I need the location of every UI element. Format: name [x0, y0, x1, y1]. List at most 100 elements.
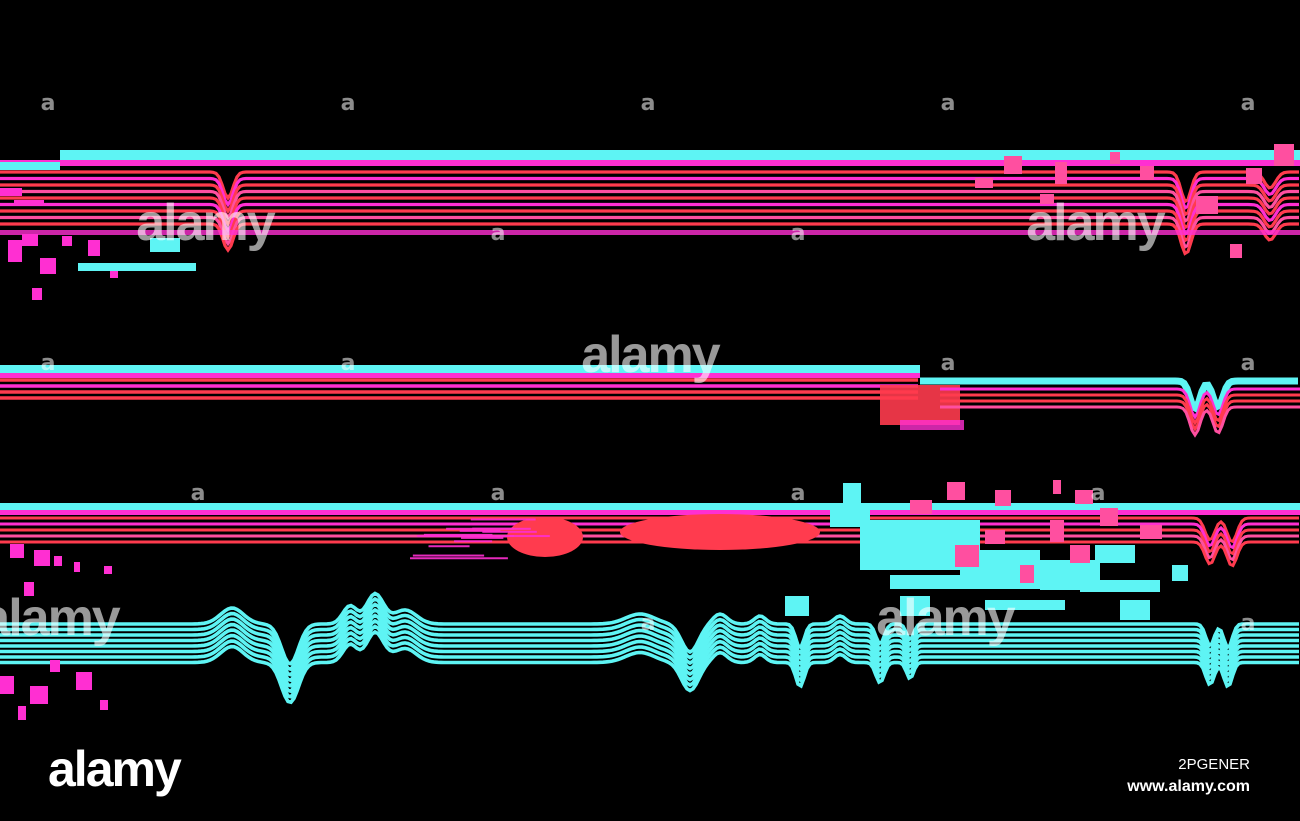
stock-image-id: 2PGENER: [1178, 756, 1250, 773]
watermark-word: alamy: [0, 589, 121, 647]
watermark-mark: a: [641, 91, 656, 116]
magenta-scanline: [482, 530, 537, 533]
cyan-wave-line: [0, 624, 1299, 699]
watermark-mark: a: [491, 221, 506, 246]
cyan-glitch-block: [785, 596, 809, 616]
pink-glitch-block: [995, 490, 1011, 506]
cyan-streak: [0, 162, 60, 170]
watermark-mark: a: [791, 221, 806, 246]
pink-glitch-block: [1020, 565, 1034, 583]
cyan-wave-line: [0, 596, 1299, 672]
cyan-wave-line: [0, 591, 1299, 666]
cyan-streak: [0, 503, 1300, 510]
magenta-glitch-block: [0, 676, 14, 694]
magenta-glitch-block: [110, 270, 118, 278]
magenta-scanline: [423, 533, 493, 536]
watermark-mark: a: [641, 611, 656, 636]
magenta-glitch-block: [88, 240, 100, 256]
pink-glitch-block: [947, 482, 965, 500]
magenta-glitch-block: [18, 706, 26, 720]
magenta-scanline: [472, 527, 515, 530]
magenta-glitch-block: [50, 660, 60, 672]
magenta-streak: [0, 160, 1300, 166]
cyan-glitch-block: [900, 596, 930, 616]
cyan-glitch-block: [1080, 580, 1160, 592]
red-magenta-line: [940, 387, 1300, 420]
pink-glitch-block: [1274, 144, 1294, 166]
magenta-streak: [0, 373, 920, 378]
red-magenta-line: [0, 222, 1299, 256]
pink-glitch-block: [1246, 168, 1262, 184]
pink-glitch-block: [1196, 196, 1218, 214]
watermark-mark: a: [191, 481, 206, 506]
magenta-glitch-block: [14, 200, 44, 206]
watermark-mark: a: [791, 481, 806, 506]
cyan-wave: [920, 377, 1298, 414]
cyan-streak: [78, 263, 196, 271]
red-smear: [880, 385, 960, 425]
pink-glitch-block: [1040, 194, 1054, 204]
pink-glitch-block: [985, 530, 1005, 544]
red-magenta-line: [940, 405, 1300, 438]
red-smear: [620, 514, 820, 550]
pink-glitch-block: [1100, 508, 1118, 526]
magenta-glitch-block: [40, 258, 56, 274]
pink-glitch-block: [1140, 166, 1154, 180]
pink-glitch-block: [955, 545, 979, 567]
cyan-wave-line: [0, 629, 1299, 705]
watermark-mark: a: [41, 351, 56, 376]
magenta-scanline: [428, 545, 470, 548]
red-magenta-line: [0, 183, 1299, 217]
watermark-word: alamy: [876, 589, 1016, 647]
cyan-glitch-block: [985, 600, 1065, 610]
cyan-glitch-block: [1120, 600, 1150, 620]
magenta-scanline: [412, 554, 485, 557]
watermark-mark: a: [1091, 481, 1106, 506]
cyan-glitch-block: [150, 238, 180, 252]
pink-glitch-block: [1075, 490, 1093, 504]
magenta-glitch-block: [10, 544, 24, 558]
cyan-glitch-block: [843, 483, 861, 505]
magenta-glitch-block: [22, 234, 38, 246]
cyan-streak: [0, 365, 920, 373]
watermark-word: alamy: [136, 194, 276, 252]
pink-glitch-block: [1055, 162, 1067, 184]
watermark-pattern: a a a a a a a a a a a a a a a a a alamy alamy alamy alamy ala…: [0, 91, 1255, 647]
magenta-dotted-strip: [0, 230, 1300, 235]
cyan-glitch-block: [1172, 565, 1188, 581]
red-magenta-line: [0, 189, 1299, 224]
cyan-glitch-block: [830, 505, 870, 527]
cyan-glitch-block: [1095, 545, 1135, 563]
watermark-word: alamy: [1026, 194, 1166, 252]
magenta-scanline: [417, 534, 514, 537]
red-magenta-line: [940, 399, 1300, 432]
magenta-smear: [900, 420, 964, 430]
watermark-mark: a: [491, 481, 506, 506]
pink-glitch-block: [1230, 244, 1242, 258]
cyan-wave-line: [0, 613, 1299, 688]
magenta-glitch-block: [62, 236, 72, 246]
magenta-glitch-block: [54, 556, 62, 566]
watermark-mark: a: [941, 351, 956, 376]
pink-glitch-block: [1070, 545, 1090, 563]
watermark-word: alamy: [581, 326, 721, 384]
pink-glitch-block: [975, 178, 993, 188]
magenta-glitch-block: [74, 562, 80, 572]
magenta-streak: [0, 510, 1300, 515]
stock-site-url: www.alamy.com: [1127, 778, 1250, 795]
pink-glitch-block: [1140, 525, 1162, 539]
alamy-logo: alamy: [48, 741, 182, 797]
magenta-scanline: [459, 529, 501, 532]
magenta-scanline: [410, 557, 508, 560]
red-magenta-line: [0, 215, 1299, 250]
watermark-mark: a: [341, 91, 356, 116]
magenta-glitch-block: [30, 686, 48, 704]
magenta-glitch-block: [104, 566, 112, 574]
pink-glitch-block: [1050, 520, 1064, 542]
pink-glitch-block: [910, 500, 932, 514]
watermark-mark: a: [341, 351, 356, 376]
magenta-scanline: [454, 540, 493, 543]
magenta-glitch-block: [100, 700, 108, 710]
